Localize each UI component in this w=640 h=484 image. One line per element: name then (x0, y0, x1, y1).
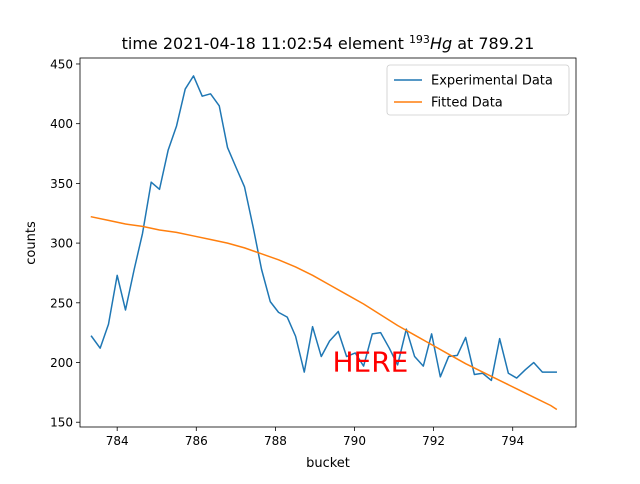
y-tick-label: 300 (50, 237, 73, 251)
chart-title: time 2021-04-18 11:02:54 element 193Hg a… (122, 33, 535, 53)
y-axis-label: counts (24, 221, 39, 265)
legend-label-experimental-data: Experimental Data (431, 74, 553, 89)
y-tick-label: 200 (50, 356, 73, 370)
chart-title-italic: Hg (430, 34, 452, 53)
y-tick-label: 400 (50, 117, 73, 131)
series-line-fitted-data (90, 215, 558, 411)
x-tick-label: 790 (343, 434, 366, 448)
x-tick-label: 784 (106, 434, 129, 448)
x-tick-label: 788 (264, 434, 287, 448)
y-tick-label: 450 (50, 57, 73, 71)
chart-title-superscript: 193 (409, 33, 430, 46)
x-tick-label: 792 (422, 434, 445, 448)
legend-label-fitted-data: Fitted Data (431, 96, 503, 111)
x-axis-label: bucket (306, 456, 350, 471)
axes-frame (79, 57, 577, 428)
legend-box (386, 64, 570, 116)
annotation-here: HERE (332, 346, 408, 379)
y-tick-label: 250 (50, 296, 73, 310)
x-tick-label: 786 (185, 434, 208, 448)
chart-title-suffix: at 789.21 (452, 34, 534, 53)
plot-area: 784 786 788 790 792 794 150 200 250 300 350 400 450 H… (50, 57, 577, 448)
series-line-experimental-data (90, 75, 557, 382)
y-tick-label: 350 (50, 177, 73, 191)
x-tick-label: 794 (501, 434, 524, 448)
y-tick-label: 150 (50, 416, 73, 430)
chart-title-prefix: time 2021-04-18 11:02:54 element (122, 34, 409, 53)
